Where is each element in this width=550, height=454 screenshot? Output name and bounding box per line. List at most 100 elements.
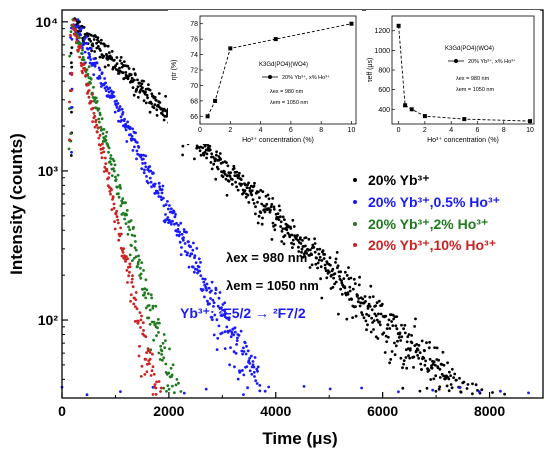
data-point — [103, 156, 107, 160]
data-point — [93, 50, 96, 53]
data-point — [101, 132, 105, 136]
data-point — [91, 44, 95, 48]
data-point — [217, 296, 221, 300]
data-point — [242, 373, 246, 377]
data-point — [387, 335, 390, 339]
data-point — [146, 181, 150, 185]
data-point — [124, 71, 128, 74]
data-point — [102, 146, 105, 150]
data-point — [235, 339, 239, 342]
data-point — [403, 331, 407, 335]
data-point — [278, 208, 282, 212]
data-point — [160, 353, 164, 356]
data-point — [380, 302, 384, 306]
data-point — [415, 343, 419, 346]
data-point — [301, 255, 305, 259]
data-point — [393, 353, 397, 357]
data-point — [127, 270, 131, 274]
data-point — [126, 77, 130, 81]
data-point — [142, 99, 146, 103]
data-point — [126, 120, 129, 124]
data-point — [315, 256, 318, 260]
data-point — [122, 60, 126, 63]
data-point — [140, 167, 144, 171]
data-point — [158, 101, 162, 104]
data-point — [161, 341, 165, 345]
data-point — [420, 339, 424, 343]
data-point — [181, 238, 185, 242]
data-point — [89, 39, 93, 43]
data-point — [291, 246, 294, 250]
annotations: λex = 980 nm λem = 1050 nm Yb³⁺: ²F5/2 →… — [180, 250, 319, 321]
data-point — [147, 292, 150, 296]
data-point — [285, 226, 288, 230]
data-point — [105, 85, 109, 89]
data-point — [89, 77, 93, 81]
data-point — [299, 236, 302, 240]
data-point — [89, 47, 93, 50]
data-point — [70, 61, 73, 65]
data-point — [232, 333, 236, 337]
data-point — [143, 373, 147, 376]
data-point — [82, 42, 86, 46]
data-point — [95, 106, 99, 110]
data-point — [159, 344, 163, 348]
data-point — [438, 376, 442, 379]
data-point — [174, 383, 178, 387]
data-point — [229, 346, 232, 349]
data-point — [231, 178, 234, 181]
data-point — [384, 334, 388, 338]
data-point — [69, 51, 73, 55]
legend: 20% Yb³⁺ 20% Yb³⁺,0.5% Ho³⁺ 20% Yb³⁺,2% … — [353, 172, 500, 253]
data-point — [365, 312, 368, 316]
data-point — [369, 284, 373, 288]
inset-lifetime-legend: 20% Yb³⁺, x% Ho³⁺ — [468, 58, 516, 65]
data-point — [148, 88, 152, 92]
data-point — [248, 356, 252, 360]
inset-point — [273, 37, 278, 42]
data-point — [87, 89, 91, 92]
data-point — [400, 335, 404, 339]
data-point — [95, 100, 99, 103]
data-point — [175, 230, 179, 233]
data-point — [215, 318, 219, 322]
data-point — [113, 227, 117, 231]
data-point — [242, 393, 245, 396]
data-point — [331, 267, 335, 271]
data-point — [296, 234, 299, 237]
data-point — [393, 341, 396, 345]
data-point — [269, 205, 273, 209]
data-point — [109, 157, 112, 160]
data-point — [258, 389, 262, 393]
data-point — [314, 262, 318, 266]
data-point — [149, 348, 153, 352]
inset-x-tick-label: 4 — [449, 127, 453, 134]
data-point — [397, 390, 400, 394]
data-point — [119, 226, 122, 230]
data-point — [258, 196, 261, 200]
data-point — [438, 367, 442, 371]
data-point — [68, 138, 71, 142]
data-point — [97, 107, 101, 111]
data-point — [213, 313, 217, 317]
data-point — [357, 297, 361, 300]
data-point — [147, 304, 151, 307]
data-point — [162, 204, 166, 208]
data-point — [135, 149, 139, 153]
data-point — [416, 348, 420, 352]
data-point — [150, 296, 154, 300]
data-point — [203, 144, 207, 148]
data-point — [452, 376, 455, 379]
data-point — [447, 389, 451, 393]
data-point — [360, 386, 363, 390]
data-point — [246, 386, 250, 390]
data-point — [346, 292, 350, 296]
data-point — [181, 153, 185, 157]
data-point — [248, 362, 252, 365]
data-point — [119, 186, 122, 190]
data-point — [455, 378, 458, 382]
data-point — [220, 306, 223, 309]
data-point — [183, 242, 187, 245]
data-point — [361, 297, 365, 301]
data-point — [70, 150, 73, 154]
